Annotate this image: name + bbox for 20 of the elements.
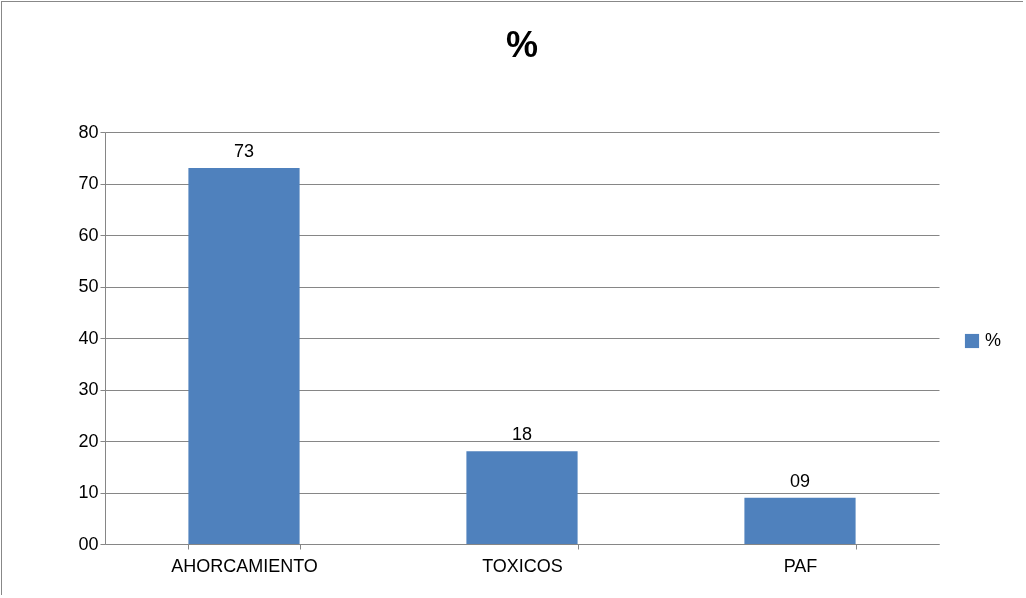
y-tick-label: 10 [78,482,99,502]
legend-label: % [985,330,1002,350]
bar [744,497,856,544]
y-tick-label: 70 [78,173,99,193]
x-tick-label: TOXICOS [482,555,563,576]
y-tick-label: 00 [78,533,99,554]
bar [188,168,300,544]
y-tick-label: 30 [78,379,99,399]
y-tick-label: 40 [78,327,99,348]
bar [466,451,578,544]
y-tick-label: 50 [78,276,99,296]
data-label: 73 [233,141,255,162]
y-tick-label: 20 [78,430,99,451]
data-label: 18 [511,424,533,445]
y-tick-label: 60 [78,224,99,245]
data-label: 09 [789,470,811,491]
x-tick-label: AHORCAMIENTO [171,555,318,576]
x-tick-label: PAF [783,555,818,576]
y-tick-label: 80 [78,121,99,142]
chart-title: % [505,24,539,65]
